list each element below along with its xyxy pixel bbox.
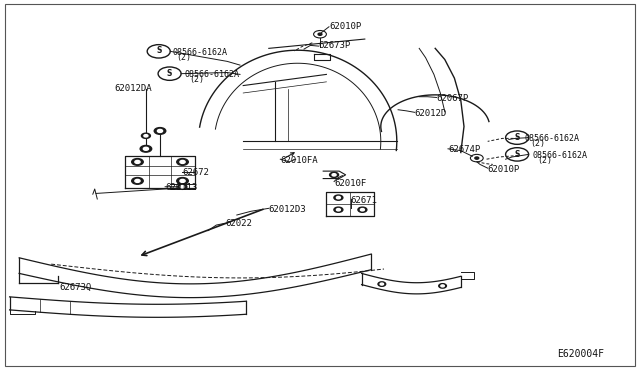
Text: 62010P: 62010P	[488, 165, 520, 174]
Circle shape	[144, 135, 148, 137]
Text: S: S	[167, 69, 172, 78]
Text: 62012D: 62012D	[415, 109, 447, 118]
Circle shape	[330, 172, 339, 177]
Circle shape	[132, 158, 143, 165]
Text: 62010F: 62010F	[334, 179, 366, 187]
Text: 62671: 62671	[351, 196, 378, 205]
Text: 62067P: 62067P	[436, 94, 468, 103]
Circle shape	[332, 174, 336, 176]
Circle shape	[135, 160, 140, 163]
Text: 08566-6162A: 08566-6162A	[525, 134, 580, 143]
Text: 62012D3: 62012D3	[269, 205, 307, 214]
Text: 62673Q: 62673Q	[59, 283, 91, 292]
Text: 62010FA: 62010FA	[280, 156, 318, 165]
Circle shape	[157, 129, 163, 132]
Circle shape	[358, 207, 367, 212]
Text: 08566-6162A: 08566-6162A	[532, 151, 588, 160]
Circle shape	[180, 186, 184, 188]
Circle shape	[141, 133, 150, 138]
Circle shape	[441, 285, 444, 287]
Text: 62672: 62672	[182, 169, 209, 177]
Text: 62022: 62022	[225, 219, 252, 228]
Circle shape	[360, 209, 364, 211]
Text: (2): (2)	[530, 140, 545, 148]
Circle shape	[132, 177, 143, 184]
Text: 08566-6162A: 08566-6162A	[185, 70, 240, 79]
Circle shape	[154, 128, 166, 134]
Text: 62673P: 62673P	[319, 41, 351, 50]
Circle shape	[334, 207, 343, 212]
Text: S: S	[515, 150, 520, 158]
Text: (2): (2)	[189, 76, 204, 84]
Circle shape	[318, 33, 322, 35]
Text: S: S	[515, 133, 520, 142]
Text: 08566-6162A: 08566-6162A	[173, 48, 228, 57]
Circle shape	[177, 177, 188, 184]
Circle shape	[337, 196, 340, 199]
Text: (2): (2)	[538, 156, 552, 165]
Circle shape	[180, 179, 185, 182]
Circle shape	[337, 209, 340, 211]
Circle shape	[140, 145, 152, 152]
Text: 62012DA: 62012DA	[114, 84, 152, 93]
Circle shape	[475, 157, 479, 159]
Circle shape	[180, 160, 185, 163]
Text: 620113: 620113	[165, 183, 197, 192]
Text: S: S	[156, 46, 161, 55]
Text: 62010P: 62010P	[330, 22, 362, 31]
Circle shape	[378, 282, 386, 286]
Text: 62674P: 62674P	[448, 145, 480, 154]
Circle shape	[439, 284, 447, 288]
Circle shape	[143, 147, 148, 150]
Circle shape	[178, 184, 187, 189]
Circle shape	[177, 158, 188, 165]
Text: E620004F: E620004F	[557, 349, 604, 359]
Circle shape	[135, 179, 140, 182]
Circle shape	[380, 283, 383, 285]
Text: (2): (2)	[177, 53, 191, 62]
Circle shape	[334, 195, 343, 200]
